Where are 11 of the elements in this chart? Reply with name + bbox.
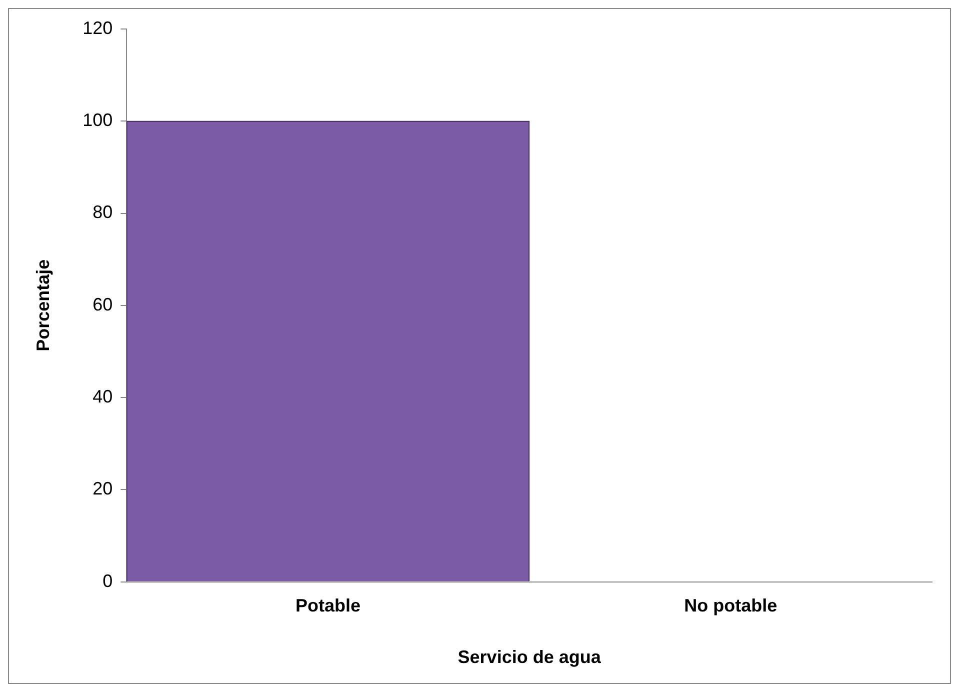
y-tick-label: 80 [92,202,113,222]
x-axis-title: Servicio de agua [458,647,602,668]
y-axis-title: Porcentaje [32,259,53,352]
y-tick-label: 100 [82,110,113,130]
y-tick-label: 40 [92,386,113,406]
y-tick-label: 20 [92,478,113,499]
y-tick-label: 120 [82,18,113,38]
x-tick-label: Potable [295,596,360,616]
y-tick-label: 0 [102,570,113,591]
x-tick-label: No potable [684,596,778,616]
y-tick-label: 60 [92,294,113,314]
